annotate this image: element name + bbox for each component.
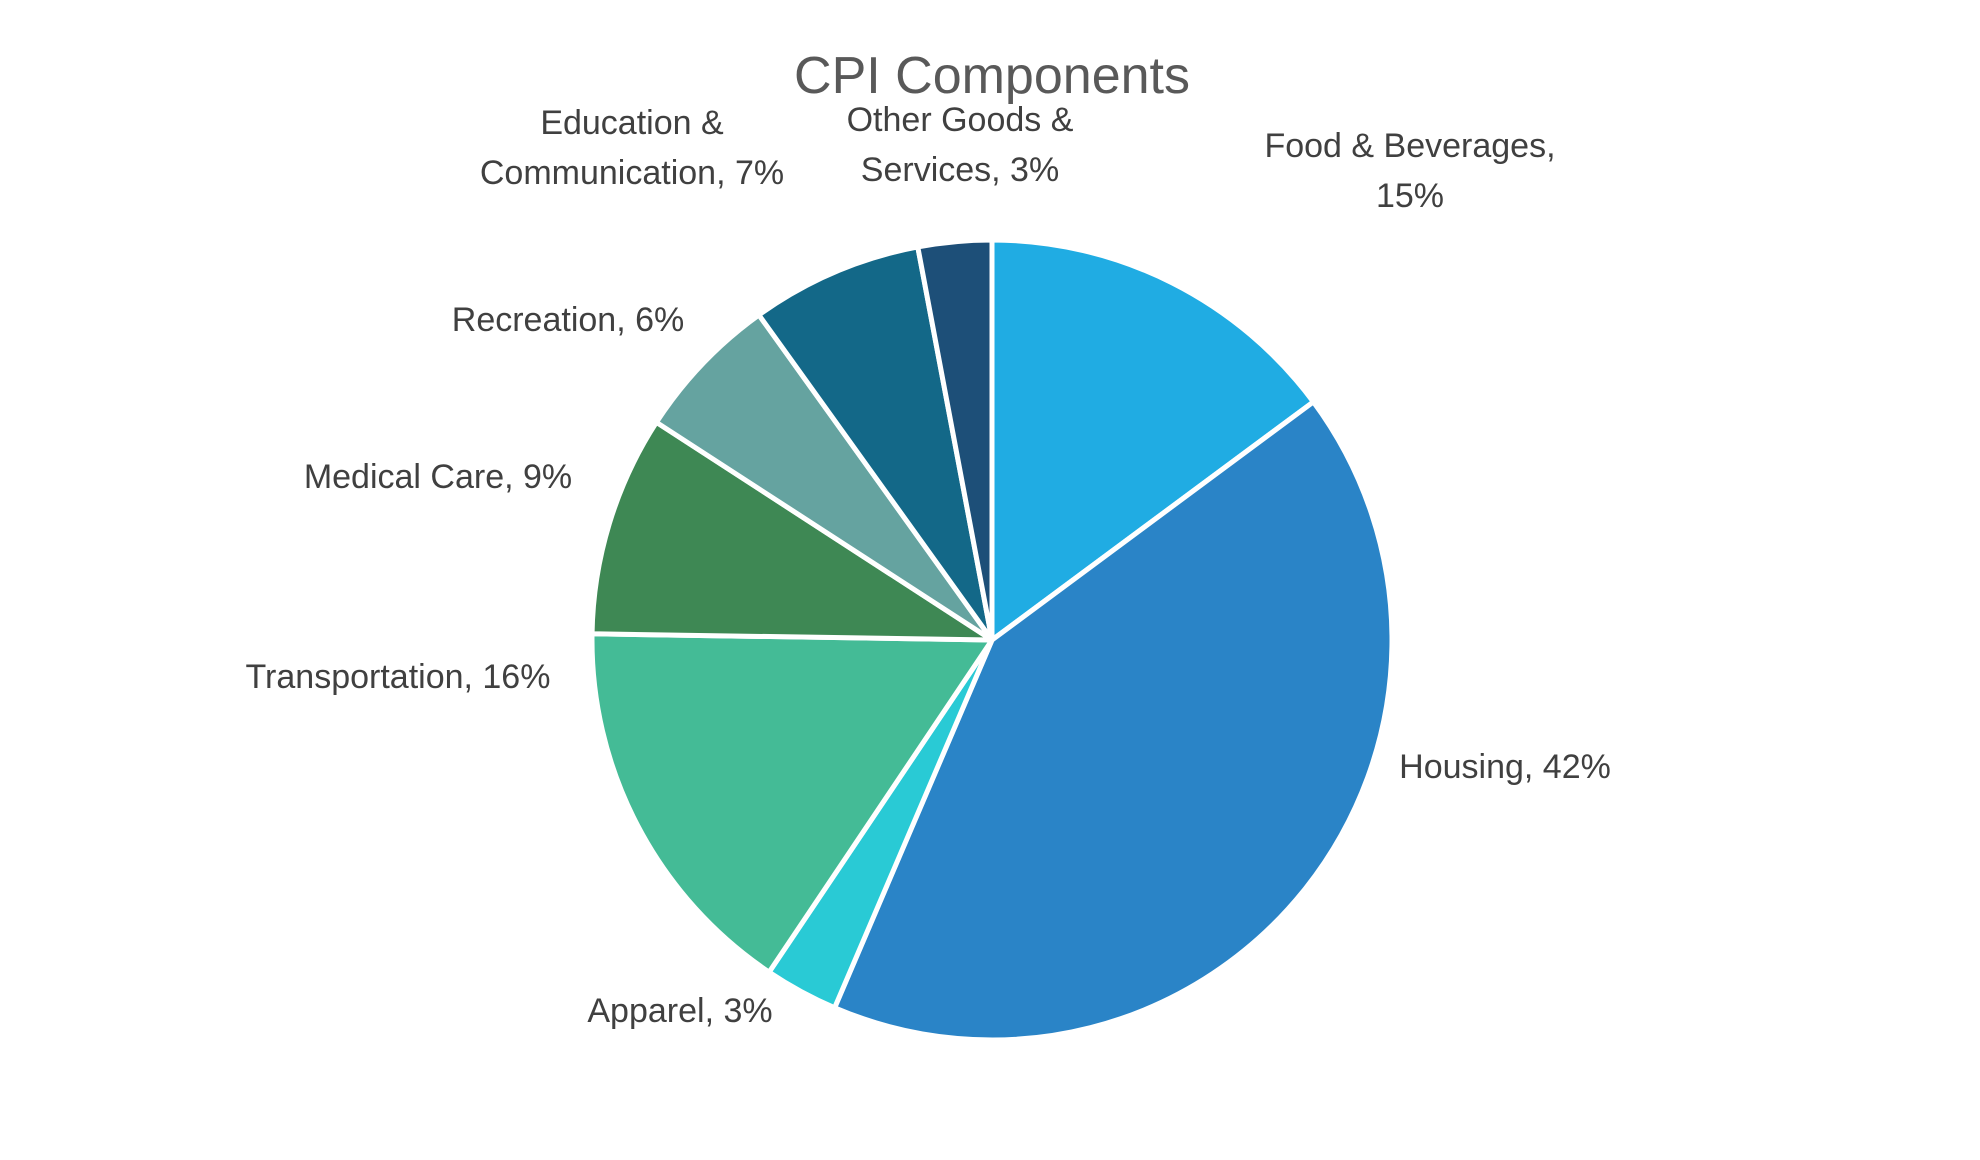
pie-slice-other-goods-and-services — [915, 237, 995, 643]
pie-slice-recreation — [653, 312, 995, 643]
slice-label-other-goods-and-services: Other Goods & Services, 3% — [847, 101, 1074, 189]
pie-slice-education-and-communication — [756, 244, 995, 643]
pie-slice-food-and-beverages — [989, 237, 1316, 643]
slice-label-transportation: Transportation, 16% — [246, 658, 551, 696]
slice-label-recreation: Recreation, 6% — [452, 301, 684, 339]
slice-label-apparel: Apparel, 3% — [587, 992, 772, 1030]
slice-label-food-and-beverages: Food & Beverages, 15% — [1264, 127, 1555, 215]
pie-slice-transportation — [589, 631, 995, 975]
pie-slices — [589, 237, 1395, 1043]
slice-label-medical-care: Medical Care, 9% — [304, 458, 572, 496]
slice-label-housing: Housing, 42% — [1399, 748, 1611, 786]
slice-label-education-and-communication: Education & Communication, 7% — [480, 104, 784, 192]
pie-slice-medical-care — [589, 419, 995, 643]
pie-slice-housing — [832, 399, 1395, 1043]
slice-labels: Food & Beverages, 15% Housing, 42% Apparel,… — [246, 101, 1611, 1030]
chart-title: CPI Components — [794, 47, 1190, 105]
